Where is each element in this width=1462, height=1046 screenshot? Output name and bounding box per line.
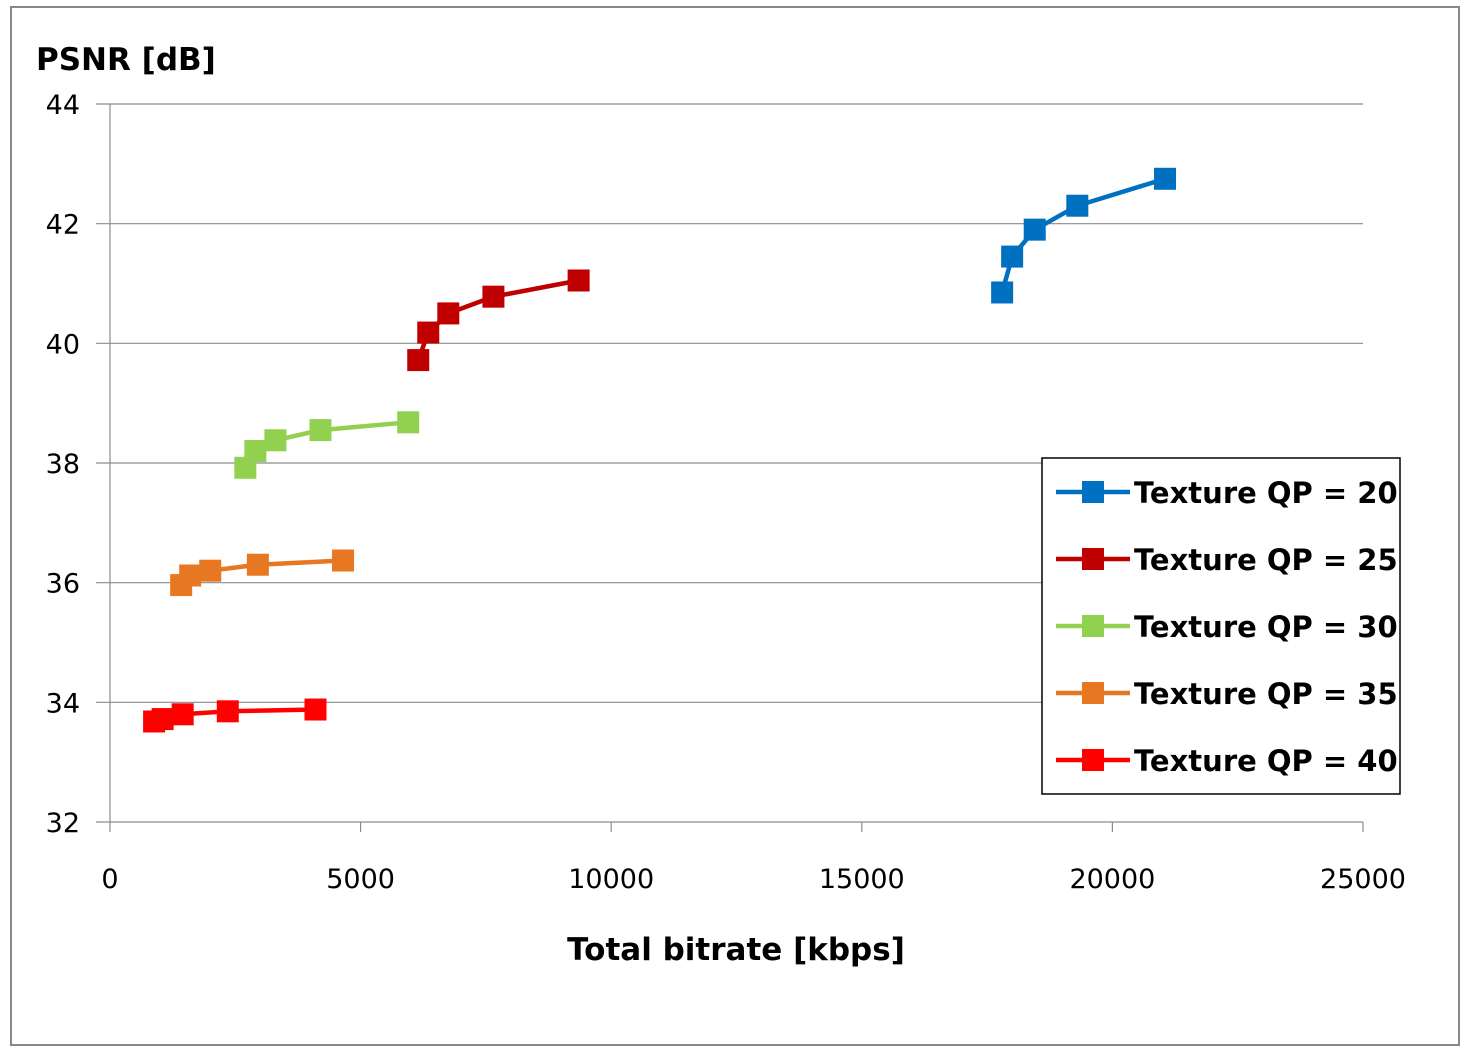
y-tick-label: 32 <box>46 808 80 839</box>
legend-item: Texture QP = 35 <box>1056 677 1398 711</box>
x-tick-label: 10000 <box>568 864 654 895</box>
legend-marker <box>1082 548 1104 570</box>
data-point-marker <box>199 559 222 582</box>
x-tick-label: 0 <box>101 864 118 895</box>
x-tick-label: 5000 <box>326 864 395 895</box>
y-tick-label: 38 <box>46 449 80 480</box>
y-tick-label: 36 <box>46 569 80 600</box>
legend-item: Texture QP = 20 <box>1056 476 1398 510</box>
data-point-marker <box>482 285 505 308</box>
legend-item: Texture QP = 40 <box>1056 744 1398 778</box>
data-point-marker <box>407 349 430 372</box>
legend-marker <box>1082 682 1104 704</box>
legend-label: Texture QP = 20 <box>1134 476 1398 510</box>
y-tick-label: 40 <box>46 329 80 360</box>
series-4 <box>170 549 355 597</box>
data-point-marker <box>179 564 202 587</box>
data-point-marker <box>244 440 267 463</box>
y-tick-label: 42 <box>46 210 80 241</box>
series-5 <box>143 698 327 733</box>
data-point-marker <box>171 703 194 726</box>
legend-label: Texture QP = 40 <box>1134 744 1398 778</box>
legend-marker <box>1082 481 1104 503</box>
x-tick-labels: 0 5000 10000 15000 20000 25000 <box>101 864 1406 895</box>
y-axis-label: PSNR [dB] <box>36 42 216 78</box>
y-tick-label: 44 <box>46 90 80 121</box>
data-point-marker <box>304 698 327 721</box>
data-point-marker <box>437 302 460 325</box>
data-point-marker <box>332 549 355 572</box>
y-tick-label: 34 <box>46 688 80 719</box>
data-point-marker <box>216 700 239 723</box>
series-group <box>143 167 1177 733</box>
legend-item: Texture QP = 30 <box>1056 610 1398 644</box>
data-point-marker <box>1023 218 1046 241</box>
legend-label: Texture QP = 35 <box>1134 677 1398 711</box>
axes <box>109 104 1364 832</box>
data-point-marker <box>991 281 1014 304</box>
data-point-marker <box>1066 194 1089 217</box>
x-tick-label: 20000 <box>1069 864 1155 895</box>
data-point-marker <box>417 321 440 344</box>
data-point-marker <box>567 269 590 292</box>
data-point-marker <box>397 411 420 434</box>
data-point-marker <box>246 553 269 576</box>
x-axis-label: Total bitrate [kbps] <box>567 932 905 968</box>
data-point-marker <box>234 456 257 479</box>
line-chart: 32 34 36 38 40 42 44 0 5000 10000 15000 20000 25000… <box>36 42 1406 968</box>
legend-label: Texture QP = 30 <box>1134 610 1398 644</box>
series-3 <box>234 411 420 479</box>
x-tick-label: 15000 <box>819 864 905 895</box>
legend: Texture QP = 20 Texture QP = 25 Texture QP… <box>1041 457 1401 795</box>
legend-marker <box>1082 615 1104 637</box>
data-point-marker <box>151 708 174 731</box>
legend-label: Texture QP = 25 <box>1134 543 1398 577</box>
series-2 <box>407 269 590 372</box>
series-1 <box>991 167 1177 304</box>
data-point-marker <box>264 429 287 452</box>
data-point-marker <box>1001 245 1024 268</box>
y-tick-labels: 32 34 36 38 40 42 44 <box>46 90 80 839</box>
x-tick-label: 25000 <box>1320 864 1406 895</box>
data-point-marker <box>309 419 332 442</box>
legend-item: Texture QP = 25 <box>1056 543 1398 577</box>
data-point-marker <box>1154 167 1177 190</box>
legend-marker <box>1082 749 1104 771</box>
